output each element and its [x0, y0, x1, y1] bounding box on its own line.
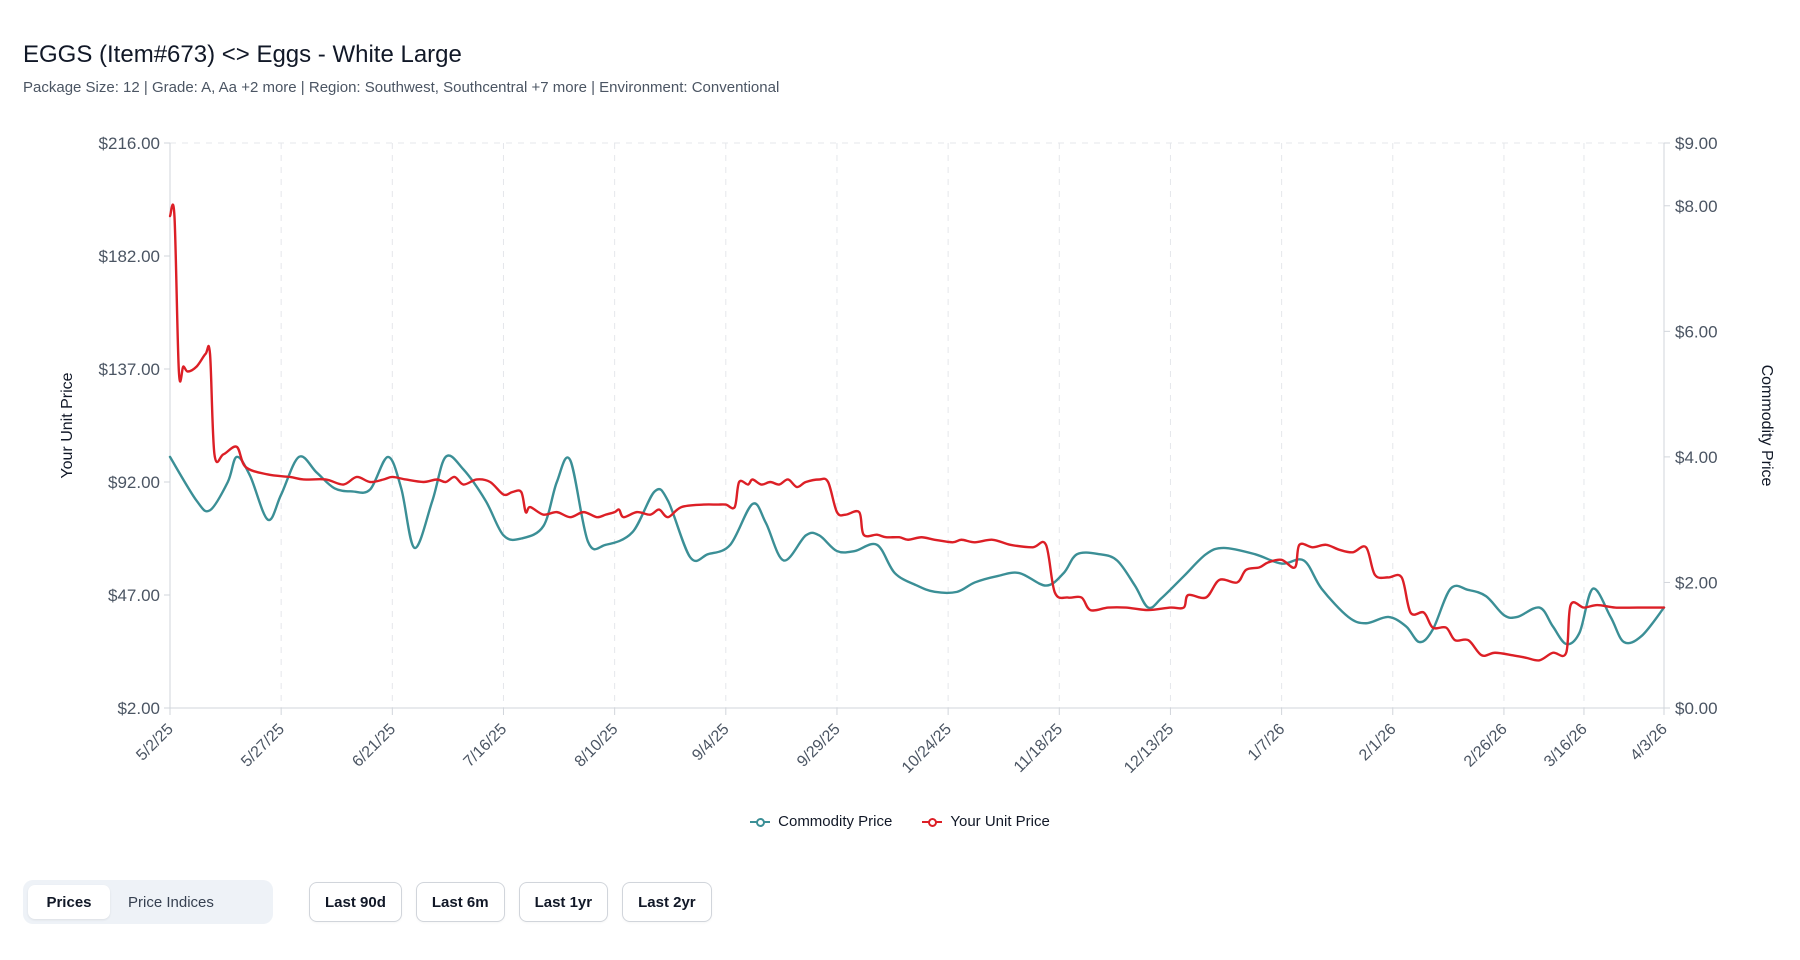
y-left-tick-label: $137.00	[99, 360, 160, 379]
commodity-price-line	[168, 454, 1666, 646]
last-6m-button[interactable]: Last 6m	[415, 882, 505, 922]
x-tick-label: 4/3/26	[1627, 721, 1671, 765]
y-left-tick-label: $216.00	[99, 134, 160, 153]
y-left-tick-label: $2.00	[117, 699, 160, 718]
legend-commodity-label: Commodity Price	[778, 813, 893, 830]
last-1yr-button[interactable]: Last 1yr	[518, 882, 609, 922]
y-right-tick-label: $6.00	[1675, 322, 1718, 341]
tab-price-indices[interactable]: Price Indices	[128, 893, 214, 911]
page-title: EGGS (Item#673) <> Eggs - White Large	[23, 41, 462, 68]
tab-prices[interactable]: Prices	[28, 885, 110, 919]
x-tick-label: 2/26/26	[1461, 721, 1511, 771]
x-tick-label: 7/16/25	[461, 721, 511, 771]
page-subtitle: Package Size: 12 | Grade: A, Aa +2 more …	[23, 79, 780, 96]
price-chart: $216.00 $182.00 $137.00 $92.00 $47.00 $2.00 $9…	[59, 134, 1775, 777]
range-buttons: Last 90d Last 6m Last 1yr Last 2yr	[309, 882, 712, 922]
y-right-tick-label: $0.00	[1675, 699, 1718, 718]
x-tick-label: 8/10/25	[572, 721, 622, 771]
legend-unit-label: Your Unit Price	[950, 813, 1050, 830]
y-left-tick-label: $92.00	[108, 473, 160, 492]
y-right-tick-label: $9.00	[1675, 134, 1718, 153]
unit-price-line	[168, 203, 1666, 662]
x-tick-label: 3/16/26	[1541, 721, 1591, 771]
y-axis-left-title: Your Unit Price	[59, 372, 76, 478]
view-toggle: Prices Price Indices	[23, 880, 273, 924]
x-tick-label: 9/4/25	[689, 721, 733, 765]
y-right-tick-label: $4.00	[1675, 448, 1718, 467]
legend-unit-price[interactable]: Your Unit Price	[922, 813, 1050, 830]
x-tick-label: 5/2/25	[133, 721, 177, 765]
y-axis-right-title: Commodity Price	[1758, 365, 1775, 487]
last-2yr-button[interactable]: Last 2yr	[622, 882, 712, 922]
chart-container: $216.00 $182.00 $137.00 $92.00 $47.00 $2.00 $9…	[0, 110, 1800, 870]
x-tick-label: 12/13/25	[1121, 721, 1177, 777]
y-left-tick-label: $47.00	[108, 586, 160, 605]
unit-price-swatch	[922, 816, 943, 828]
commodity-price-swatch	[750, 816, 771, 828]
y-right-tick-label: $2.00	[1675, 573, 1718, 592]
y-left-tick-label: $182.00	[99, 247, 160, 266]
chart-legend: Commodity Price Your Unit Price	[0, 813, 1800, 830]
chart-controls: Prices Price Indices Last 90d Last 6m La…	[23, 880, 712, 924]
page-header: EGGS (Item#673) <> Eggs - White Large Pa…	[23, 40, 1776, 98]
x-tick-label: 9/29/25	[794, 721, 844, 771]
x-tick-label: 5/27/25	[238, 721, 288, 771]
y-right-tick-label: $8.00	[1675, 197, 1718, 216]
legend-commodity-price[interactable]: Commodity Price	[750, 813, 892, 830]
x-tick-label: 2/1/26	[1356, 721, 1400, 765]
x-tick-label: 11/18/25	[1011, 721, 1066, 776]
last-90d-button[interactable]: Last 90d	[309, 882, 402, 922]
x-tick-label: 10/24/25	[899, 721, 955, 777]
x-tick-label: 6/21/25	[349, 721, 399, 771]
x-tick-label: 1/7/26	[1245, 721, 1289, 765]
